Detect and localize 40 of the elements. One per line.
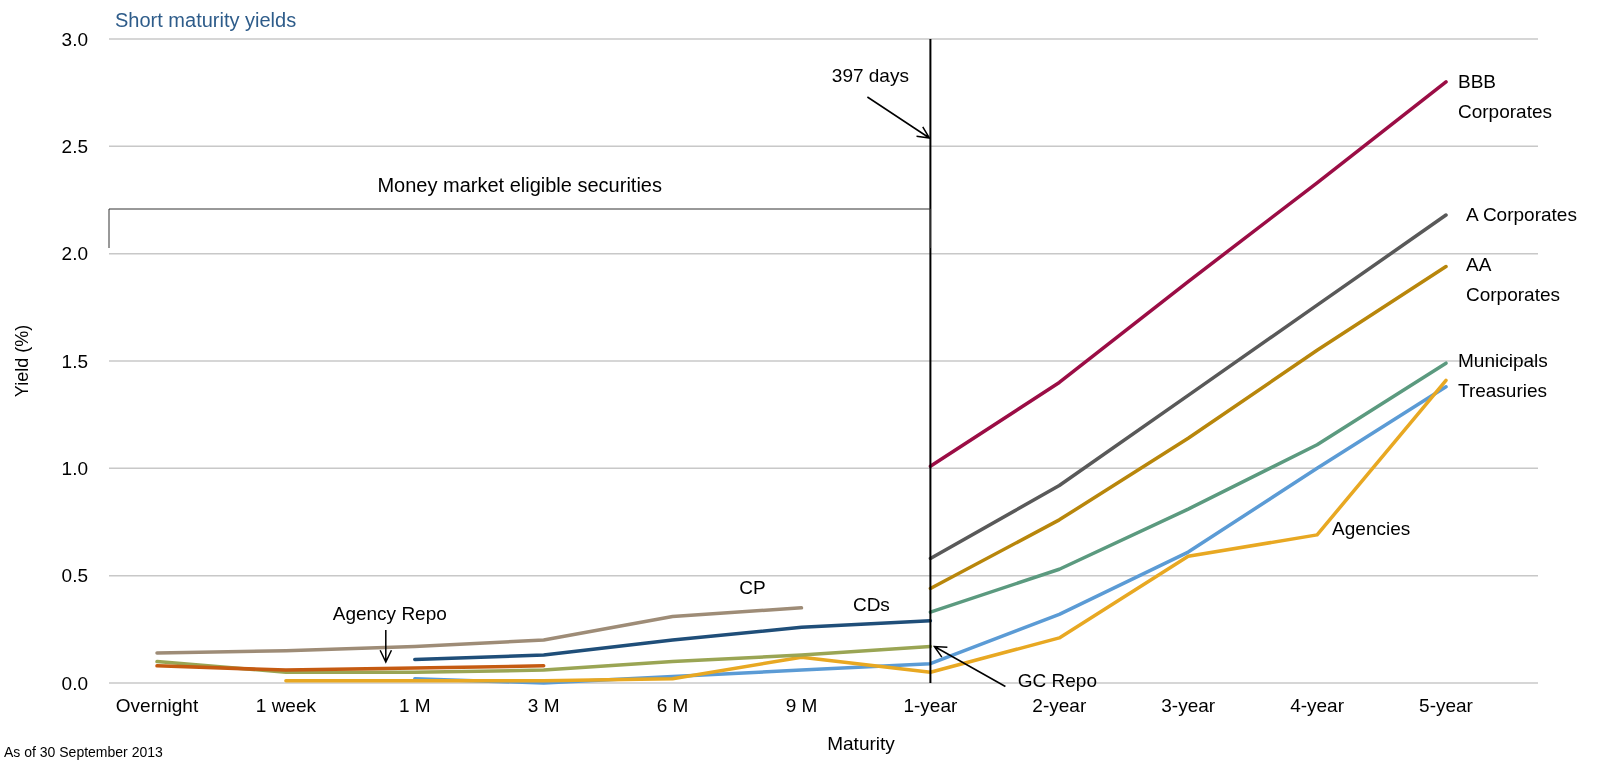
x-tick-label: Overnight [115, 695, 199, 716]
y-axis-title: Yield (%) [12, 324, 32, 398]
x-tick-label: 3-year [1161, 695, 1216, 716]
line-series [928, 361, 1448, 614]
line-series [928, 213, 1448, 561]
x-tick-label: 1-year [903, 695, 958, 716]
y-tick-label: 2.0 [61, 243, 88, 265]
line-series [155, 606, 804, 655]
y-tick-label: 2.5 [61, 135, 88, 157]
y-tick-label: 3.0 [61, 28, 88, 50]
line-series [928, 264, 1448, 591]
annotation: Money market eligible securities [377, 174, 662, 196]
series-label: A Corporates [1466, 204, 1577, 226]
y-tick-label: 1.5 [61, 350, 88, 372]
y-tick-label: 0.5 [61, 565, 88, 587]
x-tick-label: 1 week [255, 695, 317, 716]
chart-title: Short maturity yields [115, 9, 297, 31]
y-tick-label: 0.0 [61, 672, 88, 694]
series-label: AA Corporates [1466, 253, 1560, 305]
line-series [155, 644, 933, 675]
series-label: BBB Corporates [1458, 70, 1552, 122]
series-label: Agencies [1332, 517, 1411, 539]
series-label: CDs [852, 593, 890, 615]
text: As of 30 September 2013 [4, 744, 163, 760]
ref-line-label: 397 days [831, 65, 909, 86]
series-label: Treasuries [1458, 379, 1548, 401]
x-tick-label: 2-year [1032, 695, 1087, 716]
x-tick-label: 9 M [785, 695, 818, 716]
y-tick-label: 1.0 [61, 457, 88, 479]
x-tick-label: 5-year [1419, 695, 1474, 716]
series-label: CP [739, 576, 766, 598]
x-tick-label: 3 M [527, 695, 560, 716]
text: GC Repo [1017, 669, 1097, 691]
series-label: Municipals [1458, 350, 1548, 372]
text: Agency Repo [332, 602, 447, 624]
x-tick-label: 1 M [398, 695, 431, 716]
line-series [928, 80, 1448, 468]
x-tick-label: 4-year [1290, 695, 1345, 716]
x-tick-label: 6 M [656, 695, 689, 716]
x-axis-title: Maturity [827, 733, 896, 754]
